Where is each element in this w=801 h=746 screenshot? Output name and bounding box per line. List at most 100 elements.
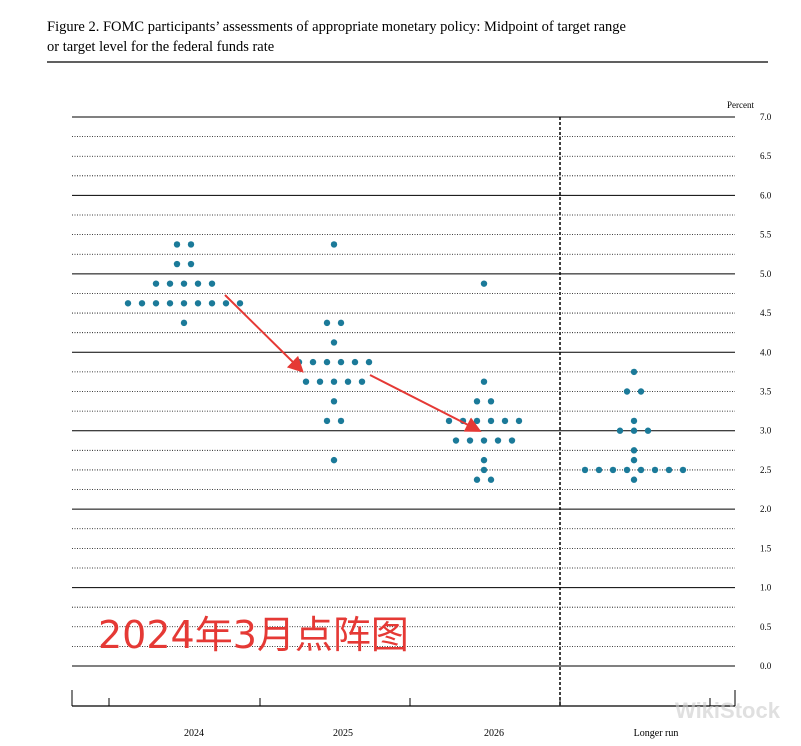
dot xyxy=(309,358,317,366)
dot xyxy=(473,476,481,483)
dot xyxy=(337,358,345,366)
dot xyxy=(581,466,589,474)
dot xyxy=(166,280,174,287)
dot xyxy=(323,358,331,366)
dot xyxy=(630,476,638,483)
annotation: 2024年3月点阵图 xyxy=(98,613,409,657)
y-tick-label: 3.0 xyxy=(760,426,772,436)
dot xyxy=(236,300,244,307)
dot xyxy=(501,417,509,425)
dot xyxy=(358,378,366,385)
dot xyxy=(452,437,460,444)
dot xyxy=(609,466,617,474)
x-tick-label: 2026 xyxy=(484,728,504,739)
dot xyxy=(180,280,188,287)
dot xyxy=(337,319,345,327)
y-tick-label: 4.5 xyxy=(760,308,772,318)
dot xyxy=(630,456,638,464)
dot xyxy=(194,280,202,287)
dot xyxy=(330,398,338,405)
dot xyxy=(630,447,638,454)
dot xyxy=(630,427,638,434)
dot xyxy=(208,300,216,307)
dot xyxy=(337,417,345,425)
y-tick-label: 5.5 xyxy=(760,230,772,240)
dot xyxy=(473,417,481,425)
y-tick-label: 6.0 xyxy=(760,190,772,200)
y-tick-label: 0.5 xyxy=(760,622,772,632)
y-tick-label: 7.0 xyxy=(760,112,772,122)
dot xyxy=(180,319,188,327)
dot xyxy=(487,417,495,425)
dot xyxy=(508,437,516,444)
dot xyxy=(480,378,488,385)
dot xyxy=(630,368,638,376)
dot xyxy=(637,466,645,474)
title-line: Figure 2. FOMC participants’ assessments… xyxy=(47,19,626,35)
dot xyxy=(152,280,160,287)
y-tick-label: 2.0 xyxy=(760,504,772,514)
dot xyxy=(344,378,352,385)
dot xyxy=(323,417,331,425)
dot xyxy=(651,466,659,474)
y-label: Percent xyxy=(727,100,754,110)
dot xyxy=(194,300,202,307)
title-line: or target level for the federal funds ra… xyxy=(47,39,274,55)
dot xyxy=(623,466,631,474)
dot xyxy=(302,378,310,385)
dot xyxy=(616,427,624,434)
dot xyxy=(330,339,338,346)
dot xyxy=(295,358,303,366)
dot xyxy=(187,260,195,268)
y-tick-label: 3.5 xyxy=(760,387,772,397)
dot xyxy=(679,466,687,474)
arrow xyxy=(369,374,482,432)
dot xyxy=(515,417,523,425)
y-tick-label: 1.0 xyxy=(760,583,772,593)
dot xyxy=(466,437,474,444)
dot xyxy=(180,300,188,307)
dot xyxy=(445,417,453,425)
dot xyxy=(330,378,338,385)
dot xyxy=(480,280,488,287)
dot xyxy=(351,358,359,366)
dot xyxy=(323,319,331,327)
dot xyxy=(316,378,324,385)
dot xyxy=(365,358,373,366)
dot xyxy=(480,437,488,444)
dot xyxy=(330,241,338,248)
dot xyxy=(330,456,338,464)
y-tick-label: 2.5 xyxy=(760,465,772,475)
dot xyxy=(595,466,603,474)
dot xyxy=(208,280,216,287)
dot xyxy=(644,427,652,434)
dot xyxy=(494,437,502,444)
y-tick-label: 6.5 xyxy=(760,151,772,161)
dot xyxy=(173,260,181,268)
dot xyxy=(637,388,645,395)
dot xyxy=(124,300,132,307)
y-tick-label: 4.0 xyxy=(760,347,772,357)
dot xyxy=(665,466,673,474)
watermark: WikiStock xyxy=(675,698,781,723)
y-tick-label: 5.0 xyxy=(760,269,772,279)
dot xyxy=(487,398,495,405)
dot xyxy=(152,300,160,307)
dot xyxy=(623,388,631,395)
x-tick-label: 2025 xyxy=(333,728,353,739)
dot xyxy=(173,241,181,248)
x-tick-label: 2024 xyxy=(184,728,204,739)
dot xyxy=(187,241,195,248)
dot xyxy=(630,417,638,425)
dot xyxy=(138,300,146,307)
arrow xyxy=(224,294,304,373)
y-tick-label: 0.0 xyxy=(760,661,772,671)
dot xyxy=(487,476,495,483)
x-tick-label: Longer run xyxy=(634,728,679,739)
dot xyxy=(480,466,488,474)
dot xyxy=(222,300,230,307)
x-axis-ticks xyxy=(71,690,736,706)
dot xyxy=(473,398,481,405)
dot xyxy=(480,456,488,464)
